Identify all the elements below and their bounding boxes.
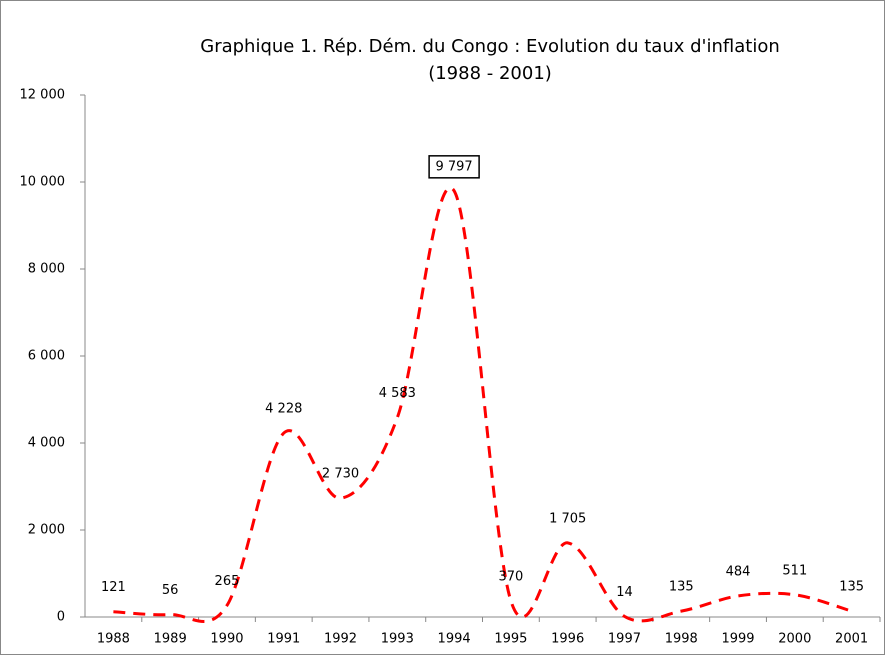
chart-title: Graphique 1. Rép. Dém. du Congo : Evolut… (200, 36, 780, 57)
x-tick-label: 1992 (324, 632, 357, 647)
x-tick-label: 1999 (721, 632, 754, 647)
label-box (428, 155, 480, 179)
data-label: 56 (162, 583, 179, 598)
y-tick-label: 2 000 (28, 523, 65, 538)
x-tick-label: 1996 (551, 632, 584, 647)
data-label: 4 228 (265, 402, 302, 417)
data-label: 14 (616, 585, 633, 600)
data-label: 265 (215, 574, 240, 589)
x-tick-label: 1991 (267, 632, 300, 647)
x-tick-label: 1994 (438, 632, 471, 647)
data-label: 370 (498, 569, 523, 584)
data-label: 511 (782, 563, 807, 578)
y-tick-label: 0 (57, 610, 65, 625)
data-label: 2 730 (322, 467, 359, 482)
data-label: 4 583 (379, 386, 416, 401)
data-label: 135 (839, 580, 864, 595)
x-tick-label: 1993 (381, 632, 414, 647)
data-label: 484 (726, 564, 751, 579)
x-tick-label: 1995 (494, 632, 527, 647)
chart-subtitle: (1988 - 2001) (428, 63, 552, 84)
data-label: 135 (669, 580, 694, 595)
x-tick-label: 1989 (154, 632, 187, 647)
x-tick-label: 2001 (835, 632, 868, 647)
x-tick-label: 1998 (665, 632, 698, 647)
data-label: 1 705 (549, 511, 586, 526)
y-tick-label: 10 000 (20, 175, 66, 190)
data-label: 9 797 (435, 159, 472, 174)
x-tick-label: 1990 (210, 632, 243, 647)
y-tick-label: 6 000 (28, 349, 65, 364)
data-label: 121 (101, 580, 126, 595)
x-tick-label: 2000 (778, 632, 811, 647)
x-tick-label: 1997 (608, 632, 641, 647)
y-tick-label: 8 000 (28, 262, 65, 277)
y-tick-label: 12 000 (20, 88, 66, 103)
x-tick-label: 1988 (97, 632, 130, 647)
line (113, 186, 853, 623)
y-tick-label: 4 000 (28, 436, 65, 451)
